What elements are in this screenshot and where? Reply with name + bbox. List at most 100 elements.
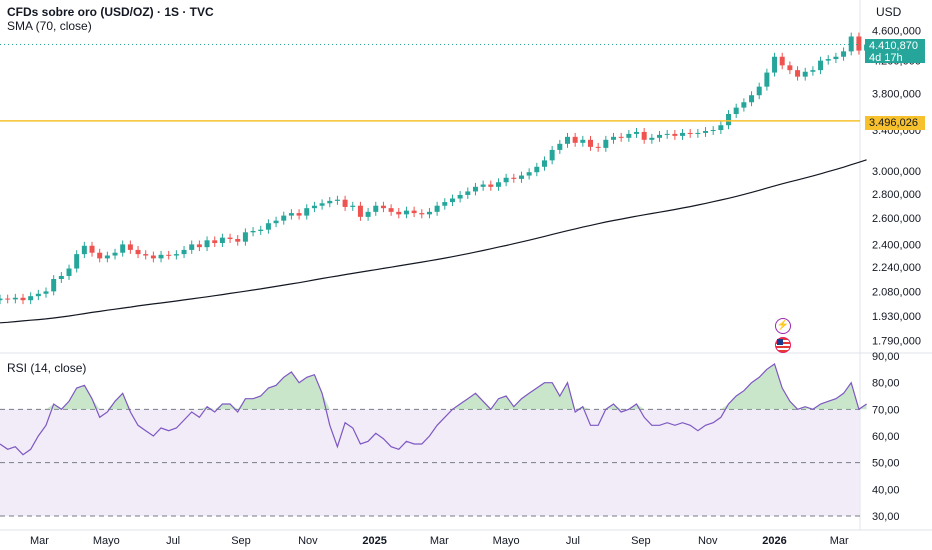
rsi-tick-label: 50,00 [872, 458, 900, 470]
sma-line-path [0, 159, 867, 324]
candle-body [833, 56, 839, 60]
candle-body [411, 210, 417, 214]
candle-body [365, 211, 371, 217]
candle-body [43, 291, 49, 294]
overlay-lines [0, 44, 860, 122]
rsi-legend[interactable]: RSI (14, close) [7, 361, 87, 375]
sma-line [0, 159, 867, 324]
candle-body [419, 213, 425, 215]
candle-body [281, 215, 287, 221]
candle-body [703, 130, 709, 133]
time-tick-label: Jul [566, 535, 580, 547]
candle-body [695, 132, 701, 134]
candle-body [611, 136, 617, 140]
time-tick-label: Sep [631, 535, 651, 547]
candle-body [495, 182, 501, 187]
time-tick-label: Mayo [93, 535, 120, 547]
candle-body [58, 275, 64, 279]
candle-body [81, 245, 87, 255]
candle-body [764, 72, 770, 87]
candle-body [434, 205, 440, 212]
candle-body [143, 254, 149, 256]
candle-body [120, 244, 126, 253]
rsi-band [0, 409, 860, 516]
candle-body [311, 205, 317, 209]
candle-body [97, 252, 103, 259]
candle-body [380, 205, 386, 209]
rsi-tick-label: 80,00 [872, 378, 900, 390]
candle-body [296, 213, 302, 216]
candle-body [150, 255, 156, 259]
level-price-tag: 3.496,026 [865, 116, 925, 130]
candle-body [388, 208, 394, 212]
candle-body [818, 60, 824, 71]
candlesticks [0, 32, 870, 305]
time-tick-label: 2026 [762, 535, 786, 547]
candle-body [825, 59, 831, 61]
candle-body [472, 186, 478, 192]
candle-body [787, 65, 793, 71]
candle-body [212, 240, 218, 244]
candle-body [449, 198, 455, 203]
candle-body [242, 232, 248, 242]
price-tick-label: 2.240,000 [872, 262, 921, 274]
rsi-line [0, 363, 867, 456]
candle-body [649, 137, 655, 140]
price-tick-label: 2.600,000 [872, 213, 921, 225]
sma-legend[interactable]: SMA (70, close) [7, 19, 92, 33]
candle-body [166, 254, 172, 256]
candle-body [319, 203, 325, 206]
candle-body [603, 139, 609, 148]
us-flag-event-icon[interactable] [775, 337, 791, 353]
candle-body [810, 70, 816, 72]
candle-body [841, 51, 847, 57]
candle-body [442, 202, 448, 206]
rsi-tick-label: 40,00 [872, 484, 900, 496]
candle-body [626, 133, 632, 138]
candle-body [135, 249, 141, 255]
rsi-overbought-fill [0, 364, 867, 410]
candle-body [687, 132, 693, 134]
candle-body [235, 238, 241, 242]
candle-body [173, 254, 179, 256]
candle-body [710, 130, 716, 132]
candle-body [618, 136, 624, 138]
time-tick-label: 2025 [362, 535, 386, 547]
price-tick-label: 2.800,000 [872, 189, 921, 201]
candle-body [35, 293, 41, 297]
candle-body [488, 184, 494, 187]
candle-body [587, 139, 593, 147]
chart-title[interactable]: CFDs sobre oro (USD/OZ) · 1S · TVC [7, 5, 214, 19]
candle-body [273, 220, 279, 224]
price-tick-label: 3.000,000 [872, 166, 921, 178]
candle-body [749, 95, 755, 103]
candle-body [227, 237, 233, 239]
rsi-tick-label: 30,00 [872, 511, 900, 523]
candle-body [396, 211, 402, 215]
candle-body [196, 244, 202, 248]
time-tick-label: Sep [231, 535, 251, 547]
candle-body [181, 249, 187, 255]
candle-body [465, 191, 471, 195]
lightning-event-icon[interactable]: ⚡ [775, 318, 791, 334]
candle-body [534, 166, 540, 173]
candle-body [541, 160, 547, 167]
candle-body [480, 184, 486, 187]
price-tick-label: 2.400,000 [872, 239, 921, 251]
candle-body [664, 133, 670, 135]
candle-body [250, 230, 256, 233]
time-tick-label: Mar [830, 535, 849, 547]
currency-label[interactable]: USD [876, 5, 902, 19]
rsi-pane [0, 363, 867, 517]
candle-body [680, 132, 686, 136]
candle-body [672, 133, 678, 136]
candle-body [572, 136, 578, 143]
candle-body [595, 146, 601, 148]
candle-body [511, 177, 517, 179]
candle-body [657, 134, 663, 138]
rsi-tick-label: 70,00 [872, 404, 900, 416]
candle-body [802, 71, 808, 77]
candle-body [564, 136, 570, 144]
candle-body [12, 297, 18, 300]
